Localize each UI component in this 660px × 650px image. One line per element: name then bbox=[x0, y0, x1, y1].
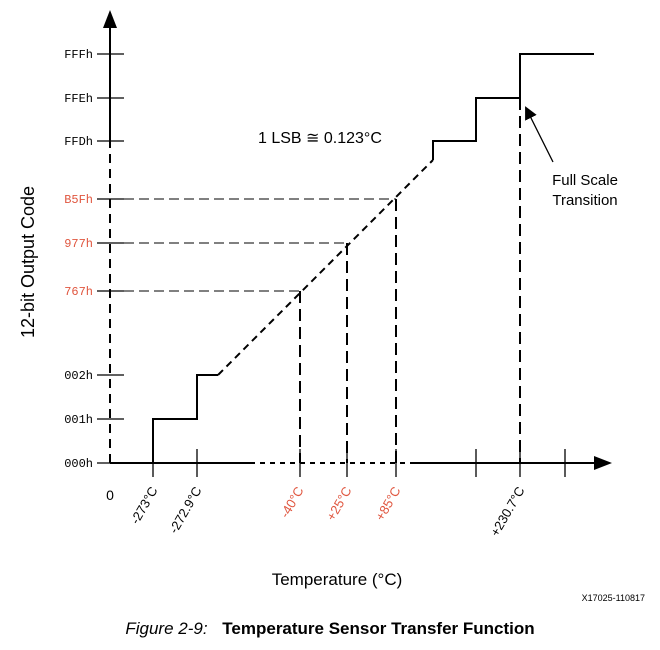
figure-title: Temperature Sensor Transfer Function bbox=[222, 619, 535, 638]
transfer-ramp bbox=[217, 159, 434, 376]
y-label-000h: 000h bbox=[64, 457, 93, 471]
y-label-977h: 977h bbox=[64, 237, 93, 251]
transfer-steps-upper bbox=[432, 53, 594, 160]
x-temp-labels: -273°C -272.9°C -40°C +25°C +85°C +230.7… bbox=[127, 484, 527, 539]
origin-label: 0 bbox=[106, 487, 114, 503]
x-label-plus85: +85°C bbox=[372, 484, 403, 523]
y-label-FFDh: FFDh bbox=[64, 135, 93, 149]
x-label-minus2729: -272.9°C bbox=[166, 484, 205, 536]
full-scale-label: Full Scale bbox=[552, 172, 618, 189]
y-label-B5Fh: B5Fh bbox=[64, 193, 93, 207]
y-label-002h: 002h bbox=[64, 369, 93, 383]
x-label-minus40: -40°C bbox=[277, 484, 307, 520]
y-label-001h: 001h bbox=[64, 413, 93, 427]
x-axis-arrow bbox=[594, 456, 612, 470]
x-axis-title: Temperature (°C) bbox=[272, 570, 403, 589]
x-label-minus273: -273°C bbox=[127, 484, 160, 527]
lsb-note: 1 LSB ≅ 0.123°C bbox=[258, 130, 382, 147]
y-label-FFFh: FFFh bbox=[64, 48, 93, 62]
y-label-FFEh: FFEh bbox=[64, 92, 93, 106]
figure-number: Figure 2-9: bbox=[125, 619, 208, 638]
y-code-labels: 000h 001h 002h 767h 977h B5Fh FFDh FFEh … bbox=[64, 48, 93, 471]
transfer-steps-lower bbox=[152, 374, 218, 463]
figure-caption: Figure 2-9: Temperature Sensor Transfer … bbox=[0, 619, 660, 639]
doc-id: X17025-110817 bbox=[582, 593, 645, 603]
vertical-guides bbox=[299, 98, 521, 463]
full-scale-pointer bbox=[525, 106, 554, 163]
y-ticks bbox=[97, 53, 124, 464]
full-scale-label-2: Transition bbox=[552, 192, 617, 209]
y-axis-arrow bbox=[103, 10, 117, 28]
y-axis-title: 12-bit Output Code bbox=[18, 186, 38, 338]
y-label-767h: 767h bbox=[64, 285, 93, 299]
x-label-plus2307: +230.7°C bbox=[487, 484, 527, 539]
horizontal-guides bbox=[124, 198, 396, 292]
x-label-plus25: +25°C bbox=[323, 484, 354, 523]
